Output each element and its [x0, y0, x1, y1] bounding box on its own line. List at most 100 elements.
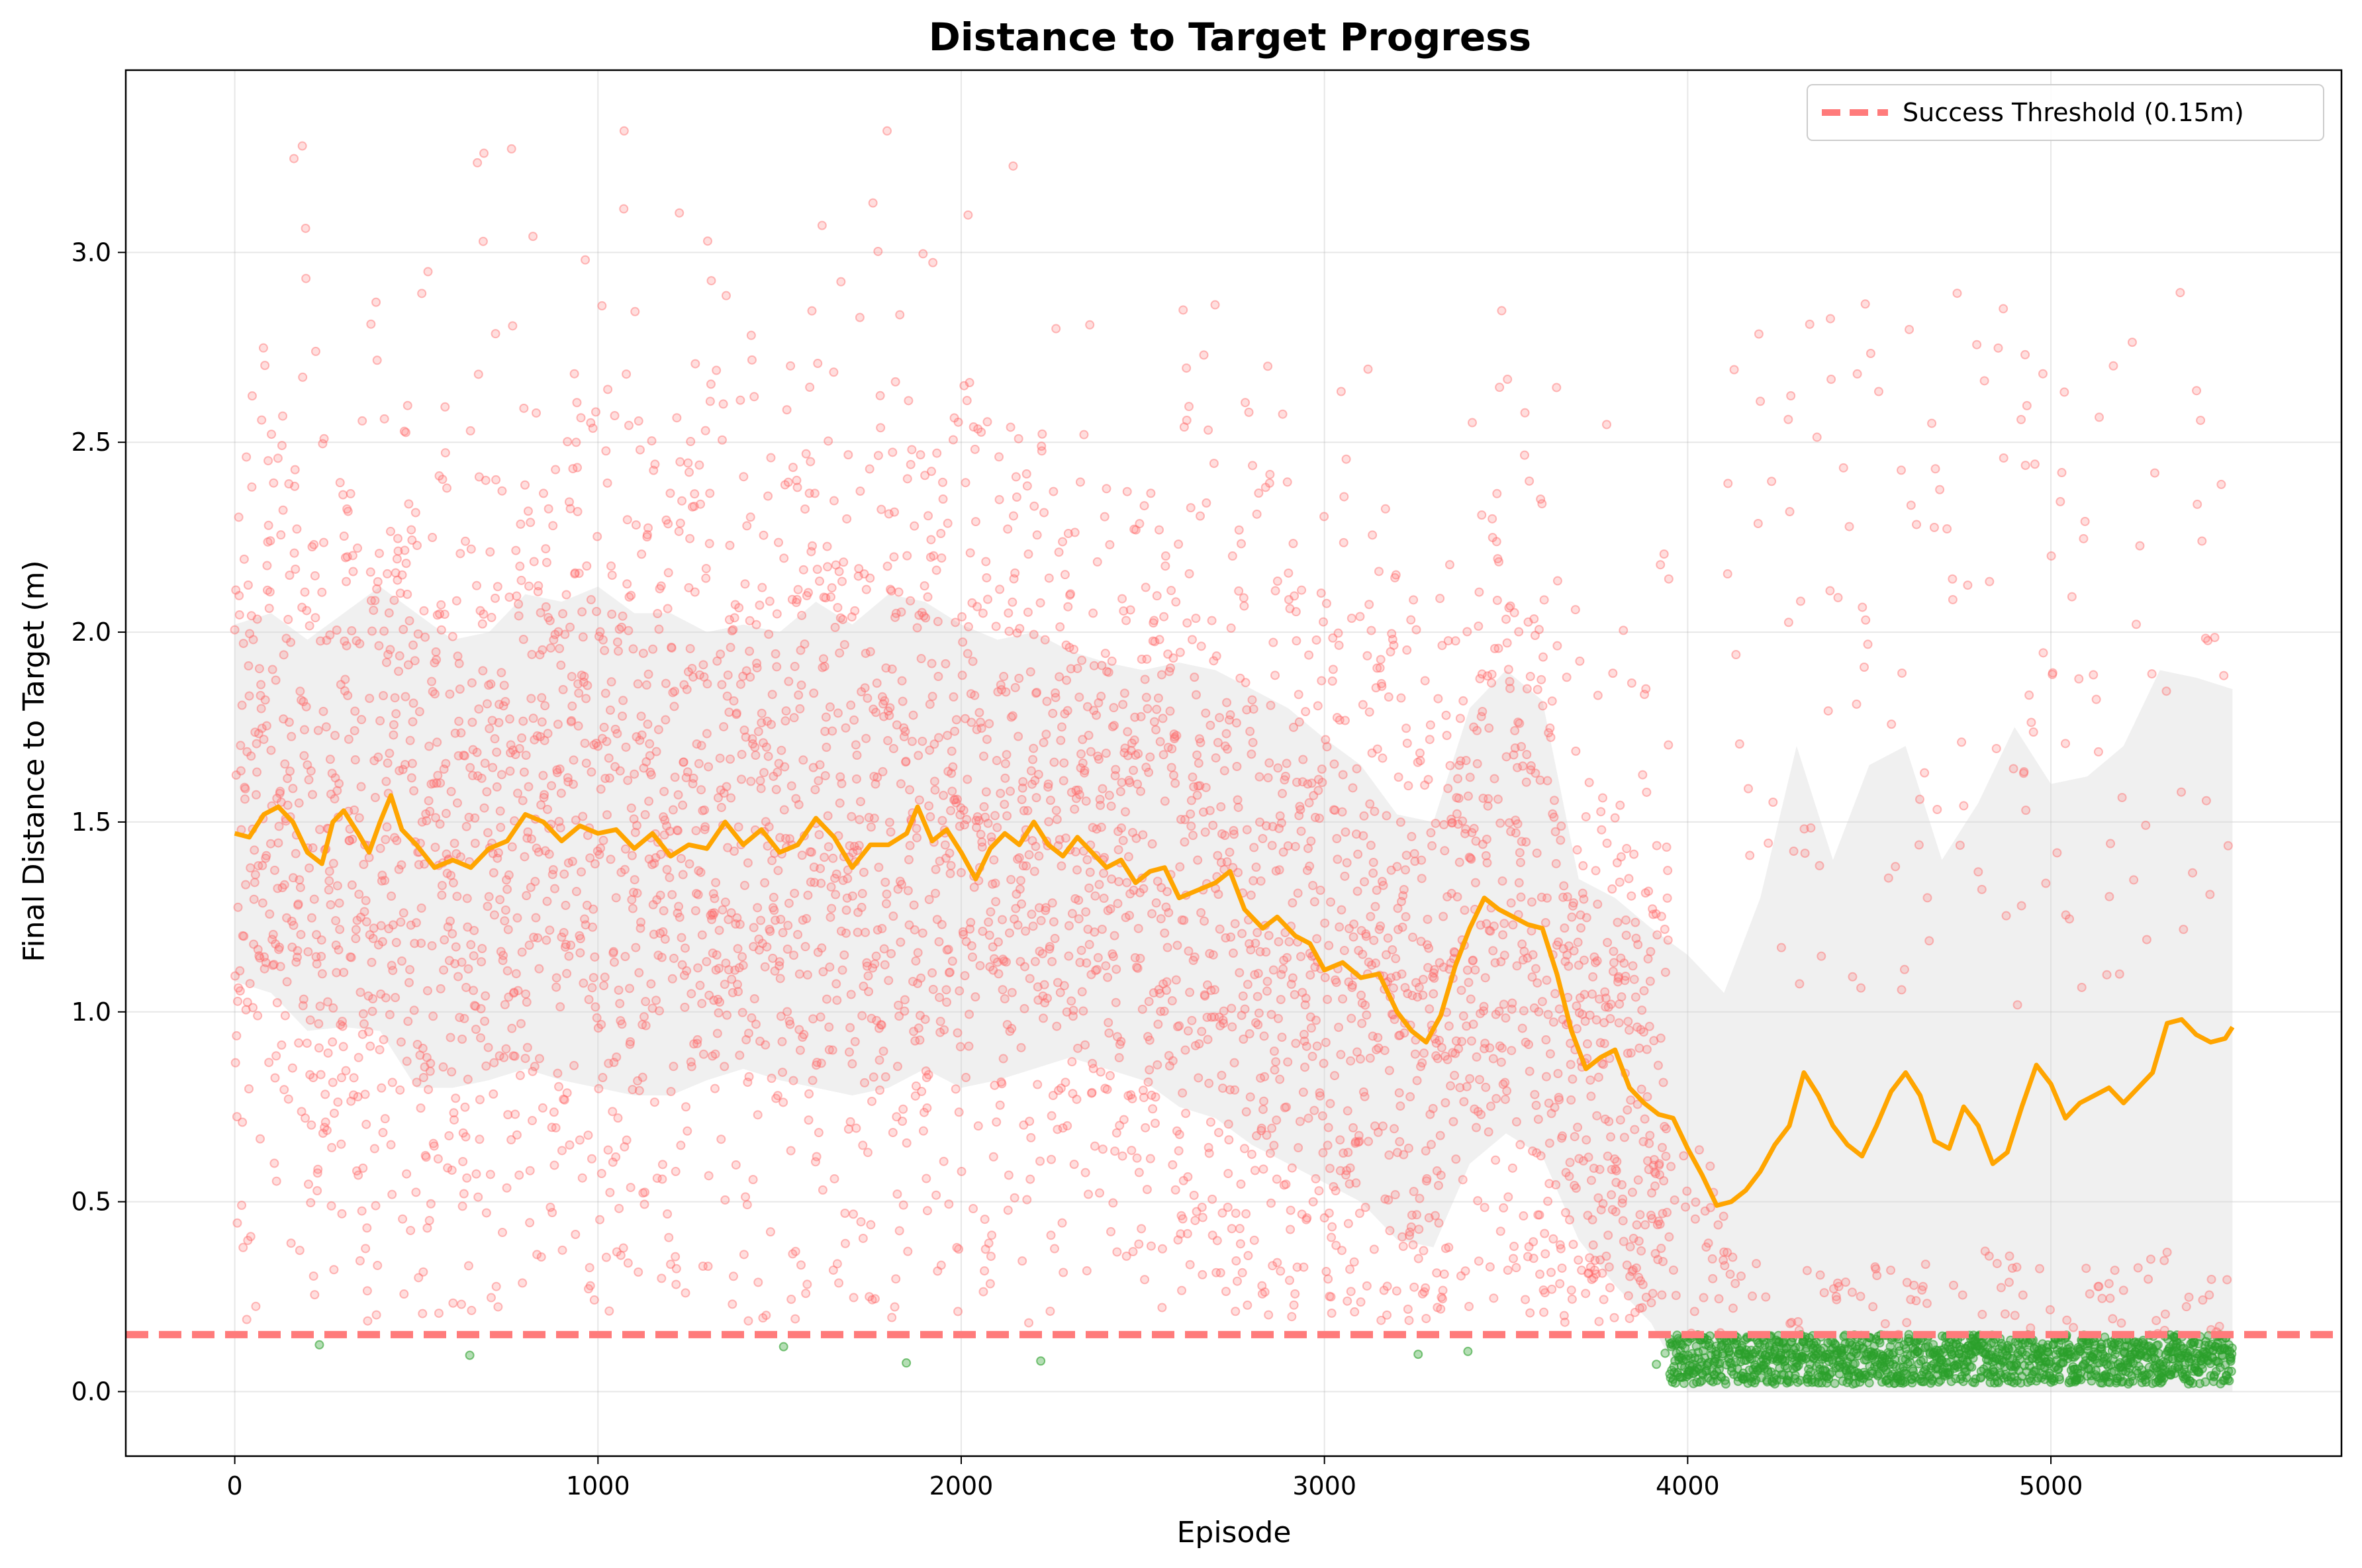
failure-point: [690, 489, 700, 499]
failure-point: [1260, 1287, 1270, 1297]
failure-point: [1499, 999, 1509, 1009]
scatter-points: [230, 126, 2237, 1389]
failure-point: [1323, 994, 1333, 1004]
failure-point: [998, 985, 1008, 995]
failure-point: [1058, 537, 1068, 547]
failure-point: [306, 1198, 316, 1208]
failure-point: [234, 512, 244, 522]
failure-point: [1231, 1209, 1241, 1219]
failure-point: [724, 965, 733, 975]
failure-point: [1022, 1195, 1032, 1205]
failure-point: [1362, 1281, 1372, 1291]
failure-point: [1227, 1022, 1237, 1032]
failure-point: [724, 915, 733, 925]
failure-point: [1659, 1176, 1669, 1185]
failure-point: [1059, 776, 1068, 786]
failure-point: [1153, 693, 1163, 703]
failure-point: [1745, 851, 1755, 860]
failure-point: [603, 1145, 613, 1155]
failure-point: [1497, 1043, 1507, 1053]
failure-point: [921, 1174, 931, 1183]
failure-point: [882, 561, 892, 571]
failure-point: [1025, 1117, 1035, 1127]
failure-point: [945, 868, 955, 878]
failure-point: [626, 590, 636, 600]
failure-point: [878, 699, 888, 709]
failure-point: [344, 836, 354, 846]
failure-point: [1557, 1263, 1567, 1273]
failure-point: [630, 875, 639, 885]
failure-point: [411, 1187, 421, 1197]
failure-point: [1568, 1240, 1578, 1250]
failure-point: [347, 880, 357, 890]
failure-point: [1158, 750, 1168, 760]
failure-point: [1599, 1038, 1609, 1048]
failure-point: [1245, 727, 1255, 737]
failure-point: [299, 725, 309, 735]
failure-point: [1258, 1164, 1268, 1174]
failure-point: [1521, 1295, 1531, 1305]
failure-point: [672, 825, 682, 835]
failure-point: [409, 786, 419, 796]
failure-point: [1540, 918, 1550, 928]
failure-point: [1597, 825, 1607, 835]
failure-point: [1911, 1296, 1921, 1306]
failure-point: [254, 860, 263, 870]
failure-point: [330, 773, 340, 783]
failure-point: [1162, 977, 1172, 987]
failure-point: [1136, 712, 1146, 721]
failure-point: [1521, 837, 1531, 847]
failure-point: [873, 451, 883, 461]
failure-point: [871, 779, 880, 789]
failure-point: [316, 1070, 326, 1080]
failure-point: [1432, 1268, 1442, 1278]
failure-point: [1052, 1021, 1062, 1031]
failure-point: [705, 488, 715, 498]
failure-point: [688, 672, 698, 682]
failure-point: [1300, 1062, 1310, 1072]
failure-point: [1183, 1026, 1193, 1036]
failure-point: [429, 778, 439, 788]
failure-point: [1376, 921, 1386, 931]
failure-point: [1604, 1262, 1614, 1272]
failure-point: [344, 734, 354, 744]
failure-point: [258, 898, 267, 908]
failure-point: [920, 581, 929, 591]
failure-point: [1489, 921, 1499, 931]
failure-point: [414, 1273, 424, 1283]
failure-point: [1439, 820, 1449, 830]
failure-point: [1145, 752, 1155, 762]
failure-point: [1573, 937, 1583, 947]
failure-point: [751, 1019, 761, 1029]
failure-point: [1466, 854, 1476, 864]
failure-point: [1615, 1115, 1625, 1125]
failure-point: [1909, 1280, 1919, 1290]
failure-point: [1047, 956, 1057, 966]
failure-point: [673, 826, 683, 836]
failure-point: [1141, 692, 1151, 702]
failure-point: [506, 748, 516, 758]
failure-point: [910, 1036, 920, 1046]
failure-point: [994, 452, 1004, 462]
failure-point: [1537, 997, 1547, 1007]
failure-point: [1208, 950, 1218, 960]
failure-point: [420, 1150, 430, 1160]
failure-point: [269, 960, 279, 970]
failure-point: [475, 1095, 485, 1105]
failure-point: [323, 1048, 333, 1058]
failure-point: [373, 752, 383, 762]
failure-point: [1660, 967, 1670, 977]
failure-point: [1343, 1148, 1353, 1158]
failure-point: [1101, 748, 1111, 758]
failure-point: [1346, 1056, 1356, 1066]
failure-point: [1122, 486, 1132, 496]
failure-point: [264, 604, 274, 614]
failure-point: [1462, 627, 1472, 637]
failure-point: [1399, 1028, 1409, 1038]
failure-point: [1304, 650, 1314, 660]
failure-point: [1241, 1107, 1251, 1117]
failure-point: [978, 1287, 988, 1297]
failure-point: [1264, 758, 1274, 768]
failure-point: [514, 743, 524, 753]
failure-point: [1902, 1318, 1912, 1328]
